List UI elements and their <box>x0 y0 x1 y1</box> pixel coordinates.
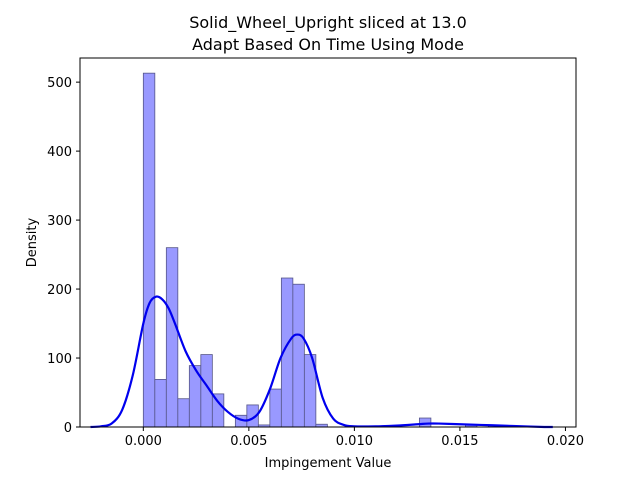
x-tick-label: 0.005 <box>230 434 267 449</box>
histogram-bar <box>165 247 179 428</box>
histogram-bar <box>292 283 305 428</box>
histogram-bar <box>154 379 167 428</box>
x-axis: 0.000 0.005 0.010 0.015 0.020 <box>125 427 584 449</box>
histogram-bars <box>142 72 501 428</box>
histogram-bar <box>211 393 225 428</box>
chart-subtitle: Adapt Based On Time Using Mode <box>192 35 464 54</box>
y-tick-label: 300 <box>47 214 72 229</box>
x-tick-label: 0.020 <box>547 434 584 449</box>
chart-title: Solid_Wheel_Upright sliced at 13.0 <box>189 13 467 33</box>
y-tick-label: 100 <box>47 352 72 367</box>
plot-frame <box>79 57 577 428</box>
y-axis-label: Density <box>25 217 40 267</box>
y-axis: 0 100 200 300 400 500 <box>47 76 80 436</box>
y-tick-label: 200 <box>47 283 72 298</box>
y-tick-label: 500 <box>47 76 72 91</box>
y-tick-label: 0 <box>64 421 72 436</box>
y-tick-label: 400 <box>47 145 72 160</box>
histogram-bar <box>269 388 282 428</box>
x-tick-label: 0.010 <box>336 434 373 449</box>
x-tick-label: 0.000 <box>125 434 162 449</box>
histogram-bar <box>177 398 190 428</box>
kde-curve <box>90 295 553 429</box>
x-tick-label: 0.015 <box>441 434 478 449</box>
histogram-bar <box>142 72 156 428</box>
x-axis-label: Impingement Value <box>265 456 392 471</box>
